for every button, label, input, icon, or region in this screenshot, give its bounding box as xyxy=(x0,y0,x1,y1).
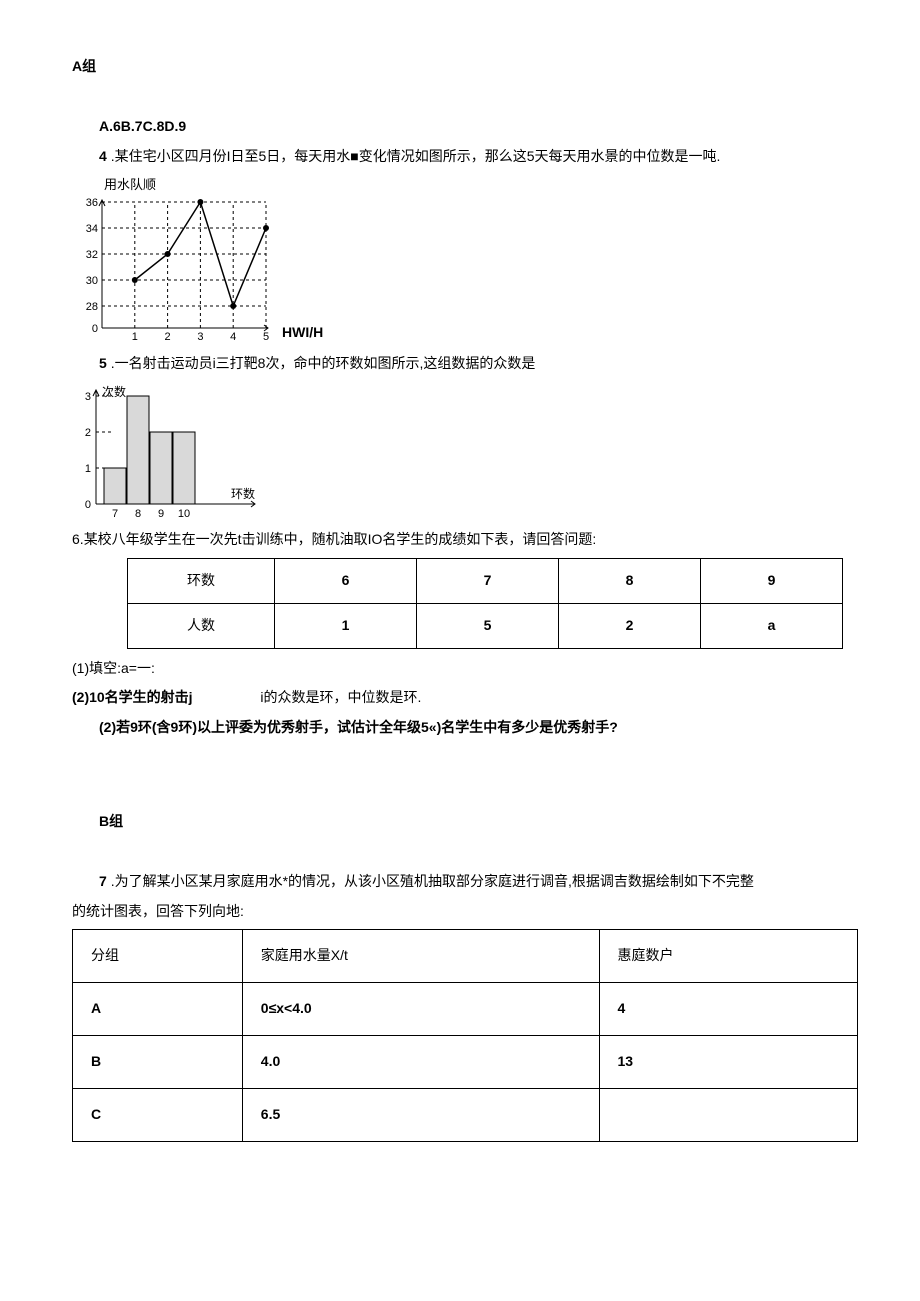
q7-text-cont: 的统计图表，回答下列向地: xyxy=(72,900,848,924)
q4-line-chart: 0283032343612345 xyxy=(72,196,272,346)
q6-line: 6.某校八年级学生在一次先t击训练中，随机油取IO名学生的成绩如下表，请回答问题… xyxy=(72,528,848,552)
q6-sub2b: i的众数是环，中位数是环. xyxy=(260,689,421,705)
q7-line: 7 .为了解某小区某月家庭用水*的情况，从该小区殖机抽取部分家庭进行调音,根据调… xyxy=(99,870,848,894)
svg-text:次数: 次数 xyxy=(102,384,126,399)
q5-bar-chart: 0 1 2 3 次数环数 7 8 9 10 xyxy=(72,382,267,522)
q7-table: 分组家庭用水量X/t惠庭数户A0≤x<4.04B4.013C6.5 xyxy=(72,929,858,1141)
svg-text:32: 32 xyxy=(86,249,98,261)
q6-prefix: 6. xyxy=(72,531,84,547)
q6-sub1: (1)填空:a=一: xyxy=(72,657,848,681)
svg-text:1: 1 xyxy=(85,463,91,475)
svg-text:3: 3 xyxy=(197,331,203,343)
svg-text:30: 30 xyxy=(86,275,98,287)
q4-line: 4 .某住宅小区四月份I日至5日，每天用水■变化情况如图所示，那么这5天每天用水… xyxy=(99,145,848,169)
q4-chart: 用水队顺 0283032343612345 HWI/H xyxy=(72,174,848,346)
svg-text:8: 8 xyxy=(135,508,141,520)
svg-text:3: 3 xyxy=(85,391,91,403)
group-b-label: B组 xyxy=(99,810,848,834)
q4-number: 4 xyxy=(99,148,107,164)
svg-text:36: 36 xyxy=(86,197,98,209)
q5-text: .一名射击运动员i三打靶8次，命中的环数如图所示,这组数据的众数是 xyxy=(111,355,536,371)
q6-text: 某校八年级学生在一次先t击训练中，随机油取IO名学生的成绩如下表，请回答问题: xyxy=(84,531,597,547)
q7-text-part: .为了解某小区某月家庭用水*的情况，从该小区殖机抽取部分家庭进行调音,根据调吉数… xyxy=(111,873,754,889)
svg-text:10: 10 xyxy=(178,508,190,520)
group-a-label: A组 xyxy=(72,55,848,79)
svg-text:2: 2 xyxy=(85,427,91,439)
q6-table: 环数6789人数152a xyxy=(127,558,843,649)
svg-text:0: 0 xyxy=(85,499,91,511)
q6-sub2: (2)10名学生的射击j i的众数是环，中位数是环. xyxy=(72,686,848,710)
svg-text:7: 7 xyxy=(112,508,118,520)
svg-text:4: 4 xyxy=(230,331,236,343)
q6-sub3: (2)若9环(含9环)以上评委为优秀射手，试估计全年级5«)名学生中有多少是优秀… xyxy=(99,716,848,740)
q6-sub3-text: (2)若9环(含9环)以上评委为优秀射手，试估计全年级5«)名学生中有多少是优秀… xyxy=(99,719,618,735)
svg-text:34: 34 xyxy=(86,223,98,235)
q5-chart: 0 1 2 3 次数环数 7 8 9 10 xyxy=(72,382,848,522)
q4-xlabel: HWI/H xyxy=(282,321,323,345)
svg-text:28: 28 xyxy=(86,301,98,313)
svg-text:9: 9 xyxy=(158,508,164,520)
q4-text: .某住宅小区四月份I日至5日，每天用水■变化情况如图所示，那么这5天每天用水景的… xyxy=(111,148,721,164)
svg-text:环数: 环数 xyxy=(231,486,255,501)
q5-number: 5 xyxy=(99,355,107,371)
q7-number: 7 xyxy=(99,873,107,889)
svg-text:1: 1 xyxy=(132,331,138,343)
q3-options: A.6B.7C.8D.9 xyxy=(99,115,848,139)
svg-text:0: 0 xyxy=(92,323,98,335)
q5-line: 5 .一名射击运动员i三打靶8次，命中的环数如图所示,这组数据的众数是 xyxy=(99,352,848,376)
svg-text:2: 2 xyxy=(165,331,171,343)
q6-sub2a: (2)10名学生的射击j xyxy=(72,689,193,705)
q4-ylabel: 用水队顺 xyxy=(104,174,848,196)
svg-text:5: 5 xyxy=(263,331,269,343)
